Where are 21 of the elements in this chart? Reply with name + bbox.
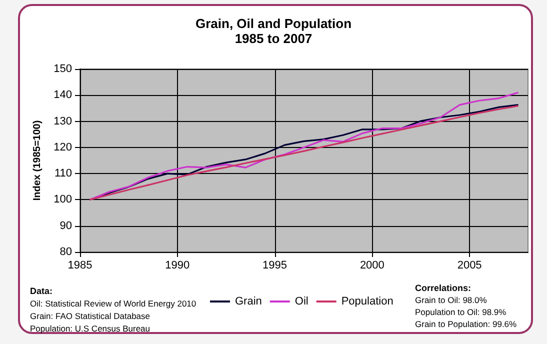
chart-subtitle: 1985 to 2007 [234, 31, 312, 46]
text: Data: Oil: Statistical Review of World Energy 2010 Grain: FAO Statistical Database Population: U.S Census Bureau [30, 286, 196, 334]
text: Correlations: Grain to Oil: 98.0% Population to Oil: 98.9% Grain to Population: 99.6% [415, 283, 518, 329]
y-tick-label: 140 [54, 89, 72, 102]
chart-title: Grain, Oil and Population [195, 16, 352, 31]
x-tick-label: 2000 [360, 260, 384, 272]
y-axis-title: Index (1985=100) [32, 120, 44, 201]
y-tick-label: 130 [54, 115, 72, 128]
x-tick-label: 1990 [165, 260, 190, 272]
y-tick-label: 150 [54, 63, 72, 75]
x-tick-label: 1985 [68, 260, 92, 272]
y-tick-label: 80 [60, 246, 72, 258]
legend-label: Oil [294, 296, 308, 308]
x-tick-label: 1995 [262, 260, 288, 272]
legend-label: Population [341, 296, 394, 308]
x-tick-label: 2005 [457, 260, 482, 272]
y-tick-label: 120 [54, 141, 72, 154]
y-tick-label: 90 [60, 220, 72, 232]
y-tick-label: 100 [54, 194, 72, 206]
y-tick-label: 110 [54, 168, 72, 180]
legend-label: Grain [235, 296, 262, 308]
